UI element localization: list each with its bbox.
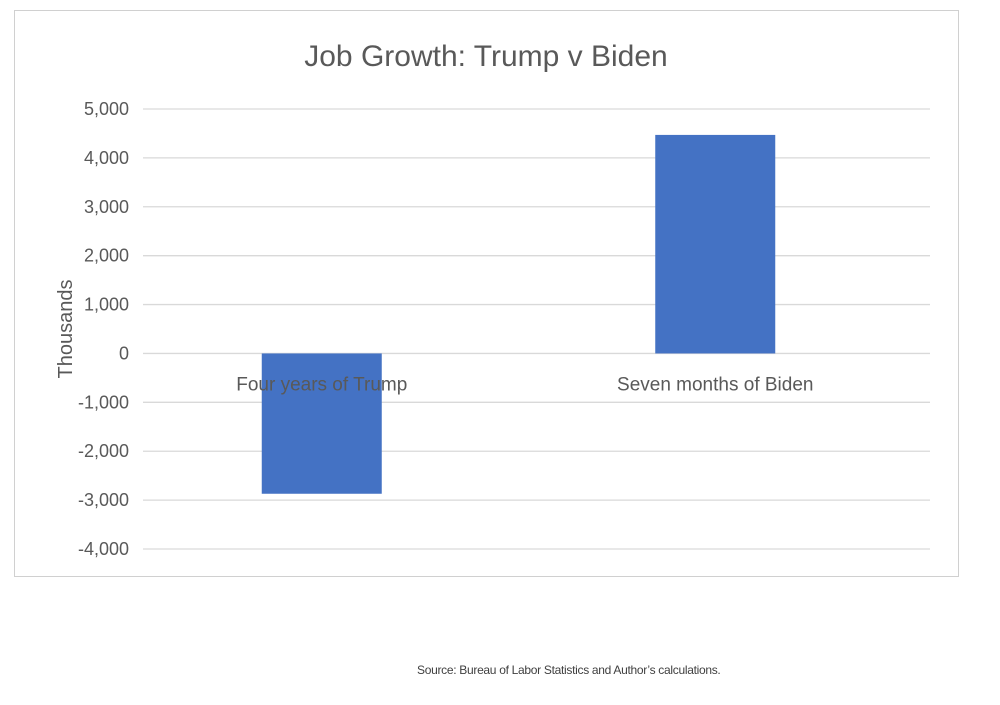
- y-tick-label: 2,000: [84, 246, 129, 266]
- category-label: Seven months of Biden: [617, 374, 813, 395]
- y-axis-title: Thousands: [55, 280, 77, 379]
- chart-title: Job Growth: Trump v Biden: [304, 40, 668, 73]
- chart-frame: [14, 10, 959, 577]
- y-tick-label: -1,000: [78, 392, 129, 412]
- y-tick-label: 0: [119, 343, 129, 363]
- y-tick-label: -2,000: [78, 441, 129, 461]
- y-tick-label: -4,000: [78, 539, 129, 559]
- y-tick-label: 3,000: [84, 197, 129, 217]
- bar: [261, 353, 382, 494]
- source-note: Source: Bureau of Labor Statistics and A…: [417, 663, 721, 677]
- y-tick-label: 4,000: [84, 148, 129, 168]
- y-tick-label: 5,000: [84, 99, 129, 119]
- gridlines: [143, 108, 930, 550]
- y-tick-labels: 5,000 4,000 3,000 2,000 1,000 0 -1,000 -2,000 -3…: [78, 99, 129, 559]
- category-labels: Four years of Trump Seven months of Biden: [236, 374, 813, 395]
- bars: [261, 134, 776, 494]
- y-tick-label: 1,000: [84, 295, 129, 315]
- category-label: Four years of Trump: [236, 374, 407, 395]
- y-tick-label: -3,000: [78, 490, 129, 510]
- bar: [655, 134, 776, 354]
